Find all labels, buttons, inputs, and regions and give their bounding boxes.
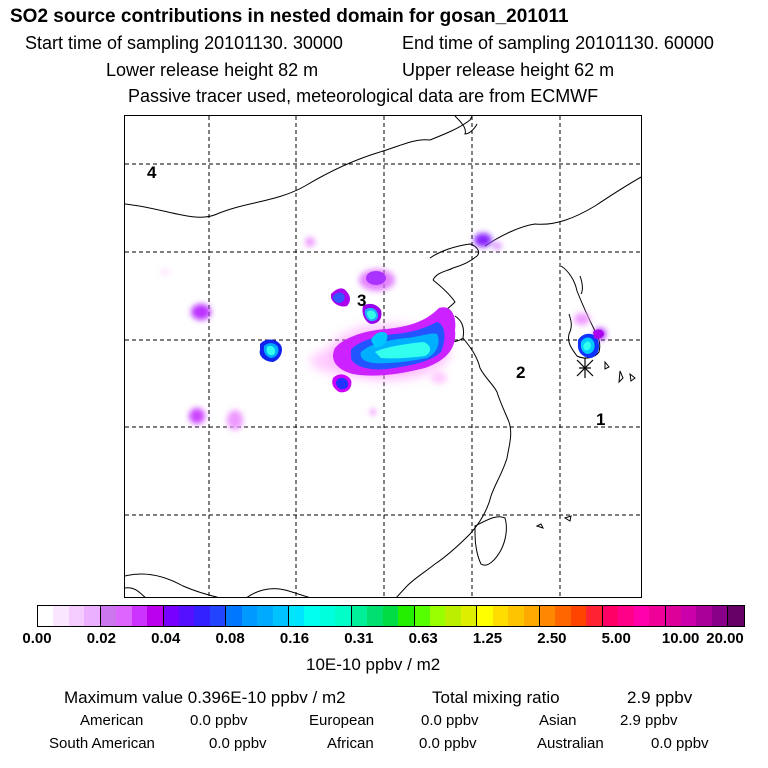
american-value: 0.0 ppbv: [190, 712, 248, 729]
asian-value: 2.9 ppbv: [620, 712, 678, 729]
upper-release-height-label: Upper release height 62 m: [402, 60, 615, 80]
color-scale-segment: [147, 606, 164, 626]
color-scale-segment: [351, 606, 368, 626]
color-scale-segment: [68, 606, 85, 626]
color-scale-segment: [680, 606, 697, 626]
color-scale-tick-label: 0.16: [279, 630, 310, 647]
end-time-label: End time of sampling 20101130. 60000: [402, 33, 714, 53]
color-scale-unit: 10E-10 ppbv / m2: [306, 655, 441, 674]
asian-label: Asian: [539, 712, 577, 729]
south-american-value: 0.0 ppbv: [209, 735, 267, 752]
color-scale-segment: [272, 606, 289, 626]
region-label-1: 1: [596, 410, 605, 429]
color-scale-segment: [492, 606, 509, 626]
color-scale-segment: [163, 606, 179, 626]
color-scale-segment: [398, 606, 415, 626]
american-label: American: [80, 712, 144, 729]
australian-value: 0.0 ppbv: [651, 735, 709, 752]
color-scale-segment: [586, 606, 603, 626]
european-label: European: [309, 712, 375, 729]
color-scale-segment: [367, 606, 383, 626]
color-scale-segment: [226, 606, 242, 626]
graticule: [125, 116, 641, 597]
color-scale-tick-label: 0.63: [408, 630, 438, 647]
color-scale-bar: [37, 605, 745, 627]
plot-title: SO2 source contributions in nested domai…: [10, 6, 569, 27]
color-scale-tick-label: 0.00: [22, 630, 52, 647]
color-scale-segment: [335, 606, 352, 626]
color-scale-segment: [445, 606, 461, 626]
color-scale-segment: [241, 606, 258, 626]
gosan-star-marker: [576, 358, 594, 378]
maximum-value-label: Maximum value 0.396E-10 ppbv / m2: [64, 688, 346, 707]
color-scale-tick-label: 20.00: [706, 630, 744, 647]
start-time-label: Start time of sampling 20101130. 30000: [25, 33, 343, 53]
color-scale-tick-label: 10.00: [661, 630, 700, 647]
color-scale-segment: [570, 606, 587, 626]
color-scale-segment: [540, 606, 556, 626]
color-scale-segment: [100, 606, 117, 626]
color-scale-segment: [382, 606, 399, 626]
color-scale-segment: [289, 606, 305, 626]
color-scale-segment: [555, 606, 571, 626]
color-scale-segment: [84, 606, 101, 626]
color-scale-segment: [178, 606, 195, 626]
color-scale-segment: [131, 606, 148, 626]
color-scale-segment: [53, 606, 69, 626]
total-mixing-ratio-label: Total mixing ratio: [432, 688, 560, 707]
region-label-3: 3: [357, 291, 366, 310]
color-scale-tick-label: 1.25: [472, 630, 503, 647]
color-scale-segment: [194, 606, 210, 626]
australian-label: Australian: [537, 735, 604, 752]
color-scale-segment: [696, 606, 712, 626]
color-scale-segment: [602, 606, 619, 626]
color-scale-tick-label: 2.50: [537, 630, 567, 647]
color-scale-segment: [38, 606, 54, 626]
south-american-label: South American: [49, 735, 155, 752]
color-scale-segment: [618, 606, 634, 626]
region-label-2: 2: [516, 363, 525, 382]
color-scale-segment: [523, 606, 540, 626]
concentration-field: [161, 233, 606, 430]
color-scale-segment: [711, 606, 729, 626]
color-scale-tick-label: 5.00: [601, 630, 631, 647]
color-scale-segment: [728, 606, 744, 626]
color-scale-segment: [209, 606, 227, 626]
color-scale-segment: [257, 606, 273, 626]
map-canvas: 4 3 2 1: [125, 116, 641, 597]
color-scale-segment: [633, 606, 650, 626]
color-scale-segment: [508, 606, 524, 626]
european-value: 0.0 ppbv: [421, 712, 479, 729]
color-scale-tick-label: 0.31: [344, 630, 374, 647]
color-scale-tick-label: 0.04: [151, 630, 181, 647]
african-value: 0.0 ppbv: [419, 735, 477, 752]
color-scale-segment: [304, 606, 320, 626]
color-scale-segment: [477, 606, 493, 626]
total-mixing-ratio-value: 2.9 ppbv: [627, 688, 693, 707]
color-scale-segment: [414, 606, 430, 626]
color-scale-segment: [319, 606, 336, 626]
lower-release-height-label: Lower release height 82 m: [106, 60, 319, 80]
map-panel: 4 3 2 1: [124, 115, 642, 598]
african-label: African: [327, 735, 374, 752]
color-scale-segment: [665, 606, 681, 626]
color-scale-segment: [116, 606, 132, 626]
tracer-note-label: Passive tracer used, meteorological data…: [128, 86, 599, 106]
color-scale-segment: [429, 606, 446, 626]
region-label-4: 4: [147, 163, 157, 182]
color-scale-tick-label: 0.08: [215, 630, 245, 647]
color-scale-tick-label: 0.02: [86, 630, 116, 647]
color-scale-segment: [649, 606, 666, 626]
coastlines: [125, 116, 641, 597]
color-scale-segment: [460, 606, 478, 626]
